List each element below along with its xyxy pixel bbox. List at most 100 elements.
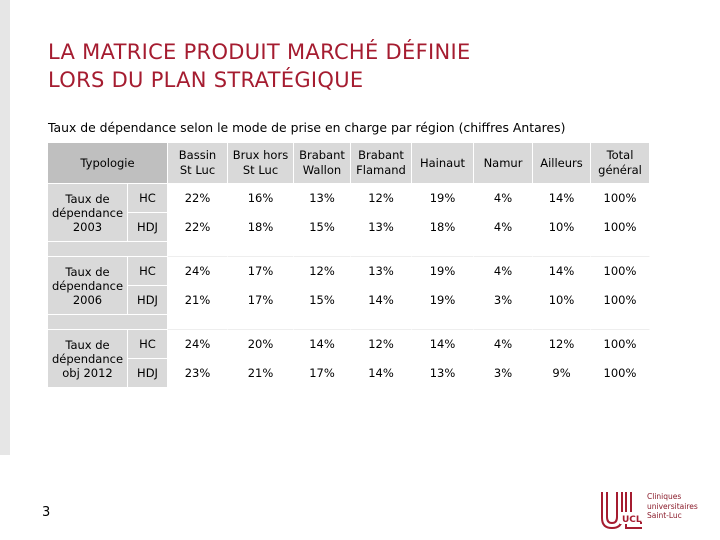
table-cell: 15%	[294, 286, 351, 315]
care-mode-label: HDJ	[128, 359, 168, 388]
table-header-row: Typologie Bassin St Luc Brux hors St Luc Bra…	[48, 143, 650, 184]
table-cell: 13%	[412, 359, 474, 388]
table-cell: 14%	[294, 330, 351, 359]
column-header-line: Ailleurs	[540, 155, 583, 170]
column-header-line: Brux hors	[232, 148, 289, 162]
group-label-line: obj 2012	[62, 365, 113, 380]
column-header-line: Namur	[483, 155, 523, 170]
table-cell: 17%	[294, 359, 351, 388]
table-cell: 17%	[228, 286, 294, 315]
separator-cell	[412, 242, 474, 257]
table-body: Taux de dépendance 2003 HC 22% 16% 13% 12% 19% 4%…	[48, 184, 650, 388]
table-cell: 16%	[228, 184, 294, 213]
logo-text-line-1: Cliniques	[647, 492, 682, 501]
column-header: Namur	[474, 143, 533, 184]
table-cell: 12%	[351, 184, 412, 213]
table-cell: 4%	[474, 213, 533, 242]
care-mode-label: HC	[128, 184, 168, 213]
column-header-line: Brabant	[299, 148, 345, 162]
table-cell: 12%	[533, 330, 591, 359]
column-header-line: Wallon	[302, 163, 342, 177]
footer	[0, 455, 720, 540]
column-header: Brux hors St Luc	[228, 143, 294, 184]
column-header: Brabant Flamand	[351, 143, 412, 184]
table-cell: 100%	[591, 330, 650, 359]
table-cell: 17%	[228, 257, 294, 286]
column-header: Total général	[591, 143, 650, 184]
column-header-line: Flamand	[356, 163, 406, 177]
separator-cell	[591, 315, 650, 330]
table-cell: 19%	[412, 257, 474, 286]
table-row: Taux de dépendance obj 2012 HC 24% 20% 14% 12% 1…	[48, 330, 650, 388]
care-mode-label: HDJ	[128, 213, 168, 242]
table-cell: 14%	[412, 330, 474, 359]
logo-text-line-3: Saint-Luc	[647, 511, 682, 520]
column-header: Brabant Wallon	[294, 143, 351, 184]
separator-cell	[591, 242, 650, 257]
table-cell: 18%	[228, 213, 294, 242]
table-cell: 14%	[533, 257, 591, 286]
table-cell: 13%	[351, 213, 412, 242]
separator-cell	[48, 242, 168, 257]
table-row: Taux de dépendance 2003 HC 22% 16% 13% 12% 19% 4%…	[48, 184, 650, 242]
ucl-logo-icon: UCL	[601, 492, 642, 530]
table-cell: 4%	[474, 330, 533, 359]
separator-cell	[474, 315, 533, 330]
table-cell: 12%	[351, 330, 412, 359]
left-accent-bar	[0, 0, 10, 540]
table-cell: 10%	[533, 286, 591, 315]
table-cell: 100%	[591, 257, 650, 286]
table-cell: 13%	[294, 184, 351, 213]
separator-cell	[294, 315, 351, 330]
group-label-line: dépendance	[51, 351, 124, 366]
group-label: Taux de dépendance obj 2012	[48, 330, 128, 388]
separator-cell	[294, 242, 351, 257]
table-cell: 18%	[412, 213, 474, 242]
table-cell: 4%	[474, 184, 533, 213]
group-label-line: 2006	[72, 292, 103, 307]
title-line-2: LORS DU PLAN STRATÉGIQUE	[48, 68, 364, 92]
table-cell: 14%	[533, 184, 591, 213]
group-label-line: Taux de	[65, 191, 110, 206]
column-header-line: St Luc	[179, 163, 216, 177]
table-row: HDJ 22% 18% 15% 13% 18% 4% 10% 100%	[48, 213, 650, 242]
separator-cell	[228, 242, 294, 257]
table-row: HDJ 23% 21% 17% 14% 13% 3% 9% 100%	[48, 359, 650, 388]
group-label-line: dépendance	[51, 278, 124, 293]
group-label: Taux de dépendance 2006	[48, 257, 128, 315]
separator-cell	[533, 242, 591, 257]
table-cell: 9%	[533, 359, 591, 388]
table-cell: 3%	[474, 286, 533, 315]
table-caption: Taux de dépendance selon le mode de pris…	[48, 120, 566, 135]
page-number: 3	[42, 505, 51, 520]
table-cell: 13%	[351, 257, 412, 286]
column-header-line: Total	[606, 148, 634, 162]
separator-cell	[533, 315, 591, 330]
title-line-1: LA MATRICE PRODUIT MARCHÉ DÉFINIE	[48, 40, 471, 64]
separator-cell	[412, 315, 474, 330]
separator-cell	[168, 242, 228, 257]
table-cell: 22%	[168, 213, 228, 242]
table-cell: 21%	[168, 286, 228, 315]
logo-text-line-2: universitaires	[647, 501, 698, 511]
group-label-line: Taux de	[65, 264, 110, 279]
separator-cell	[48, 315, 168, 330]
table-cell: 23%	[168, 359, 228, 388]
table-cell: 100%	[591, 213, 650, 242]
table-cell: 21%	[228, 359, 294, 388]
column-header-line: St Luc	[242, 163, 279, 177]
column-header-line: Bassin	[178, 148, 217, 162]
separator-cell	[474, 242, 533, 257]
column-header: Ailleurs	[533, 143, 591, 184]
table-cell: 22%	[168, 184, 228, 213]
table-cell: 15%	[294, 213, 351, 242]
group-label-line: 2003	[72, 219, 103, 234]
dependency-rate-table: Typologie Bassin St Luc Brux hors St Luc Bra…	[48, 143, 650, 388]
group-label-line: Taux de	[65, 337, 110, 352]
table-cell: 100%	[591, 184, 650, 213]
group-separator-row	[48, 315, 650, 330]
table-row: HDJ 21% 17% 15% 14% 19% 3% 10% 100%	[48, 286, 650, 315]
table-cell: 14%	[351, 359, 412, 388]
table-cell: 12%	[294, 257, 351, 286]
table-cell: 100%	[591, 359, 650, 388]
